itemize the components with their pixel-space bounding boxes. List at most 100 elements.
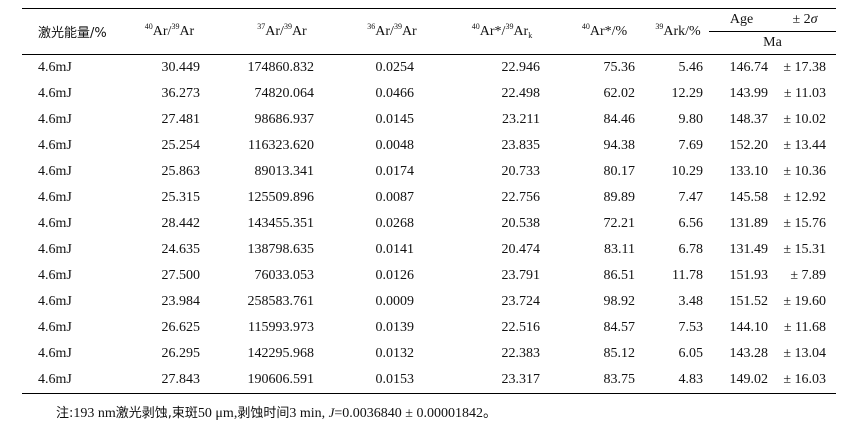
cell-ar40star-percent: 83.11: [604, 242, 635, 257]
cell-ar37-ar39: 125509.896: [247, 190, 315, 205]
cell-ar40star-ar39k: 23.791: [501, 268, 541, 283]
cell-ar36-ar39: 0.0048: [375, 138, 415, 153]
cell-laser-energy: 4.6mJ: [38, 346, 72, 361]
table-row: 4.6mJ 30.449 174860.832 0.0254 22.946 75.36 5.…: [22, 55, 836, 82]
table-footnote: 注:193 nm激光剥蚀,束斑50 μm,剥蚀时间3 min, J=0.0036…: [56, 405, 497, 421]
cell-error: ± 17.38: [783, 60, 826, 75]
cell-laser-energy: 4.6mJ: [38, 190, 72, 205]
cell-error: ± 7.89: [790, 268, 826, 283]
header-ar40star-ar39k: 40Ar*/39Ark: [442, 8, 562, 55]
table-row: 4.6mJ 27.500 76033.053 0.0126 23.791 86.51 11.…: [22, 263, 836, 289]
cell-laser-energy: 4.6mJ: [38, 294, 72, 309]
cell-ar37-ar39: 74820.064: [254, 86, 315, 101]
cell-ar36-ar39: 0.0132: [375, 346, 415, 361]
cell-ar40star-percent: 83.75: [562, 367, 647, 394]
cell-ar39k-percent: 10.29: [671, 164, 704, 179]
cell-ar40star-ar39k: 23.835: [501, 138, 541, 153]
header-error-2sigma: ± 2σ: [774, 8, 836, 32]
cell-laser-energy: 4.6mJ: [38, 138, 72, 153]
cell-laser-energy: 4.6mJ: [38, 86, 72, 101]
header-ar40star-percent: 40Ar*/%: [562, 8, 647, 55]
cell-ar37-ar39: 143455.351: [247, 216, 315, 231]
cell-ar40star-ar39k: 20.733: [501, 164, 541, 179]
cell-ar40star-percent: 84.46: [603, 112, 636, 127]
table-row: 4.6mJ 27.843 190606.591 0.0153 23.317 83.75 4.…: [22, 367, 836, 394]
cell-ar40star-ar39k: 23.724: [501, 294, 541, 309]
header-ar39k-percent: 39Ark/%: [647, 8, 709, 55]
header-ar37-ar39: 37Ar/39Ar: [222, 8, 342, 55]
cell-age: 152.20: [729, 138, 769, 153]
cell-ar40star-percent: 85.12: [603, 346, 636, 361]
cell-ar39k-percent: 6.05: [678, 346, 704, 361]
cell-ar39k-percent: 12.29: [671, 86, 704, 101]
cell-ar40star-ar39k: 23.211: [502, 112, 540, 127]
cell-ar40star-percent: 62.02: [603, 86, 636, 101]
header-ar40-ar39: 40Ar/39Ar: [117, 8, 222, 55]
cell-laser-energy: 4.6mJ: [38, 242, 72, 257]
cell-ar39k-percent: 11.78: [672, 268, 703, 283]
cell-ar40-ar39: 27.500: [161, 268, 201, 283]
cell-ar37-ar39: 76033.053: [254, 268, 315, 283]
cell-ar39k-percent: 6.78: [678, 242, 704, 257]
cell-ar40star-percent: 80.17: [603, 164, 636, 179]
cell-ar37-ar39: 138798.635: [247, 242, 315, 257]
cell-laser-energy: 4.6mJ: [38, 216, 72, 231]
cell-laser-energy: 4.6mJ: [38, 164, 72, 179]
cell-ar40star-ar39k: 22.383: [501, 346, 541, 361]
cell-laser-energy: 4.6mJ: [38, 112, 72, 127]
ar-ar-data-table: 激光能量/% 40Ar/39Ar 37Ar/39Ar 36Ar/39Ar 40A…: [22, 8, 836, 394]
cell-ar40-ar39: 28.442: [161, 216, 201, 231]
cell-ar40star-percent: 86.51: [603, 268, 636, 283]
cell-ar40-ar39: 25.254: [161, 138, 201, 153]
header-age: Age: [709, 8, 774, 32]
cell-ar40-ar39: 24.635: [161, 242, 201, 257]
cell-ar40star-ar39k: 22.946: [501, 60, 541, 75]
cell-ar40star-ar39k: 22.516: [501, 320, 541, 335]
cell-ar36-ar39: 0.0466: [375, 86, 415, 101]
cell-ar40-ar39: 25.863: [161, 164, 201, 179]
table-row: 4.6mJ 23.984 258583.761 0.0009 23.724 98.92 3.…: [22, 289, 836, 315]
cell-ar39k-percent: 3.48: [678, 294, 704, 309]
cell-ar36-ar39: 0.0126: [375, 268, 415, 283]
cell-ar40star-percent: 98.92: [603, 294, 636, 309]
cell-ar37-ar39: 89013.341: [254, 164, 315, 179]
cell-ar39k-percent: 4.83: [647, 367, 709, 394]
cell-ar40star-ar39k: 22.498: [501, 86, 541, 101]
cell-ar39k-percent: 9.80: [678, 112, 704, 127]
cell-ar40star-percent: 94.38: [603, 138, 636, 153]
data-table-container: 激光能量/% 40Ar/39Ar 37Ar/39Ar 36Ar/39Ar 40A…: [22, 8, 836, 394]
cell-error: ± 13.44: [783, 138, 826, 153]
header-unit-ma: Ma: [709, 31, 836, 55]
cell-ar36-ar39: 0.0087: [375, 190, 415, 205]
cell-ar39k-percent: 7.69: [678, 138, 704, 153]
cell-age: 151.93: [729, 268, 769, 283]
cell-age: 144.10: [729, 320, 769, 335]
cell-ar40-ar39: 27.481: [161, 112, 201, 127]
cell-ar36-ar39: 0.0139: [375, 320, 415, 335]
cell-ar40-ar39: 27.843: [117, 367, 222, 394]
cell-ar36-ar39: 0.0174: [375, 164, 415, 179]
table-row: 4.6mJ 25.315 125509.896 0.0087 22.756 89.89 7.…: [22, 185, 836, 211]
cell-ar37-ar39: 190606.591: [222, 367, 342, 394]
cell-ar40star-ar39k: 20.538: [501, 216, 541, 231]
cell-ar36-ar39: 0.0153: [342, 367, 442, 394]
cell-laser-energy: 4.6mJ: [22, 367, 117, 394]
cell-error: ± 12.92: [783, 190, 826, 205]
cell-ar40-ar39: 36.273: [161, 86, 201, 101]
cell-ar40star-percent: 89.89: [603, 190, 636, 205]
cell-ar39k-percent: 7.53: [678, 320, 704, 335]
cell-ar40star-ar39k: 23.317: [442, 367, 562, 394]
cell-error: ± 19.60: [783, 294, 826, 309]
cell-ar37-ar39: 115993.973: [248, 320, 314, 335]
cell-age: 149.02: [709, 367, 774, 394]
cell-ar37-ar39: 174860.832: [247, 60, 315, 75]
cell-ar36-ar39: 0.0009: [375, 294, 415, 309]
cell-age: 143.28: [729, 346, 769, 361]
cell-ar40star-percent: 72.21: [603, 216, 636, 231]
cell-error: ± 13.04: [783, 346, 826, 361]
header-ar36-ar39: 36Ar/39Ar: [342, 8, 442, 55]
cell-ar40star-ar39k: 20.474: [501, 242, 541, 257]
cell-error: ± 11.03: [783, 86, 826, 101]
cell-ar39k-percent: 5.46: [678, 60, 704, 75]
cell-ar40-ar39: 30.449: [161, 60, 201, 75]
